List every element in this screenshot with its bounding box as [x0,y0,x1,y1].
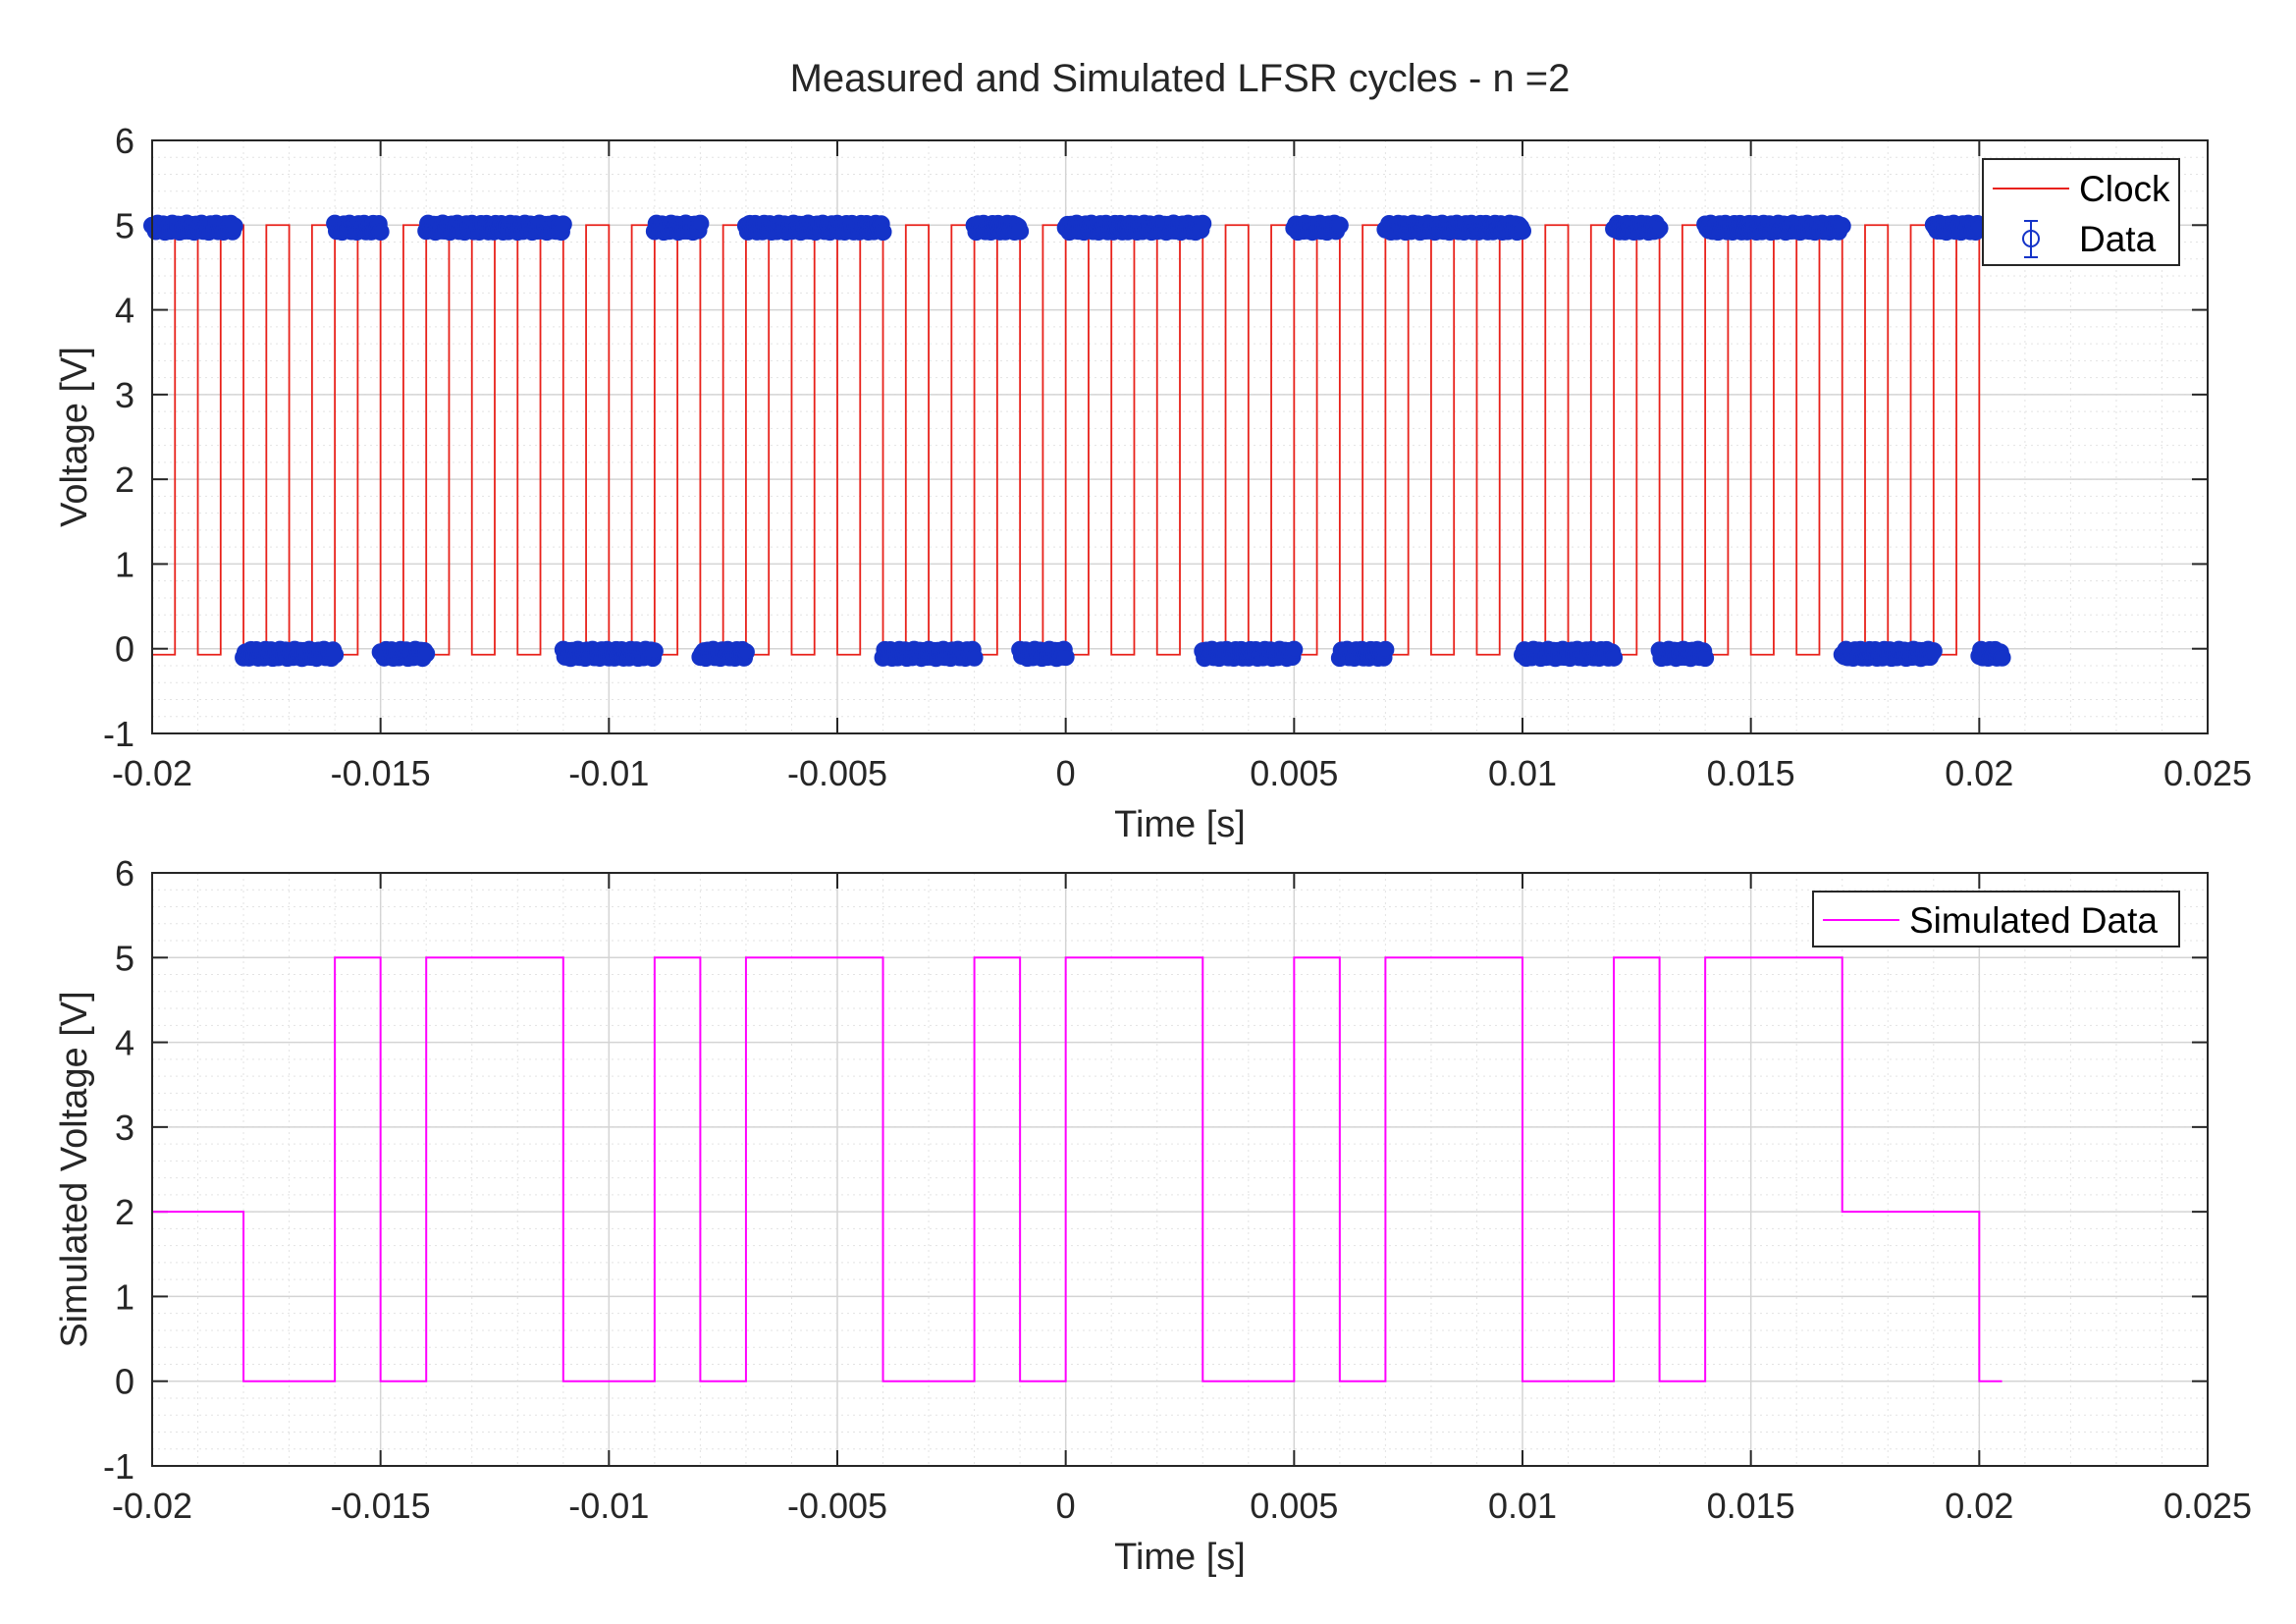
data-point [1924,642,1943,661]
data-point [1993,648,2011,667]
x-tick-label: -0.02 [112,1486,192,1526]
y-tick-labels-bottom: -1 0 1 2 3 4 5 6 [103,853,134,1487]
y-tick-label: -1 [103,1446,134,1487]
y-tick-label: 0 [115,629,134,670]
legend-top: Clock Data [1982,158,2180,266]
y-tick-label: 2 [115,1192,134,1232]
legend-bottom: Simulated Data [1812,891,2180,947]
y-tick-label: 1 [115,1276,134,1317]
data-point [225,217,243,236]
data-point [1285,640,1304,659]
x-tick-label: -0.01 [568,753,649,793]
data-point [874,223,892,242]
data-point [1011,222,1030,241]
x-tick-label: 0.01 [1488,753,1557,793]
y-tick-label: 6 [115,121,134,161]
x-tick-label: 0.015 [1707,753,1795,793]
axes-box-bottom [151,872,2209,1467]
y-axis-label-bottom: Simulated Voltage [V] [54,991,95,1347]
plot-area-bottom [152,873,2208,1466]
x-tick-label: 0.01 [1488,1486,1557,1526]
x-tick-label: 0.005 [1250,1486,1338,1526]
y-tick-label: 3 [115,1108,134,1148]
y-tick-label: 5 [115,938,134,978]
x-tick-label: 0.025 [2163,1486,2252,1526]
axes-box-top [151,139,2209,734]
data-point [1330,216,1349,235]
data-point [1514,222,1531,241]
data-point [554,215,572,234]
x-tick-label: 0.02 [1945,1486,2013,1526]
legend-data-swatch [2022,220,2040,258]
series-data [143,214,2011,668]
data-point [1605,648,1624,667]
x-tick-label: 0.005 [1250,753,1338,793]
data-point [1056,648,1075,667]
data-point [1194,214,1212,233]
y-tick-label: 4 [115,291,134,331]
y-axis-label-top: Voltage [V] [54,347,95,527]
chart-title: Measured and Simulated LFSR cycles - n =… [790,57,1571,100]
legend-box-top [1982,158,2180,266]
y-tick-label: -1 [103,714,134,754]
legend-data-label: Data [2079,219,2157,259]
data-point [1650,219,1669,238]
x-tick-labels-top: -0.02 -0.015 -0.01 -0.005 0 0.005 0.01 0.015 0.0… [112,753,2252,793]
x-axis-label-bottom: Time [s] [1114,1537,1246,1578]
data-point [965,648,984,667]
x-tick-label: 0.02 [1945,753,2013,793]
y-tick-label: 6 [115,853,134,893]
x-tick-label: -0.005 [787,753,887,793]
legend-clock-label: Clock [2079,169,2170,209]
data-point [326,645,345,664]
data-point [1376,640,1395,659]
y-tick-labels-top: -1 0 1 2 3 4 5 6 [103,121,134,754]
series-simulated-data [152,956,2002,1382]
x-tick-label: 0.015 [1707,1486,1795,1526]
x-tick-labels-bottom: -0.02 -0.015 -0.01 -0.005 0 0.005 0.01 0.015 0.0… [112,1486,2252,1526]
x-axis-label-top: Time [s] [1114,804,1246,845]
simulated-data-line [152,956,2002,1382]
simulated-panel: -0.02 -0.015 -0.01 -0.005 0 0.005 0.01 0.015 0.0… [54,853,2252,1578]
data-point [417,644,436,663]
data-point [1833,217,1851,236]
measured-panel: -0.02 -0.015 -0.01 -0.005 0 0.005 0.01 0.015 0.0… [54,121,2252,845]
y-tick-label: 1 [115,544,134,584]
x-tick-label: -0.02 [112,753,192,793]
y-tick-label: 4 [115,1023,134,1063]
x-tick-label: -0.015 [331,1486,431,1526]
x-tick-label: -0.01 [568,1486,649,1526]
data-point [371,222,390,241]
x-tick-label: -0.015 [331,753,431,793]
y-tick-label: 2 [115,460,134,500]
x-tick-label: 0 [1056,1486,1076,1526]
x-tick-label: 0 [1056,753,1076,793]
legend-simulated-label: Simulated Data [1909,900,2158,941]
x-tick-label: 0.025 [2163,753,2252,793]
y-tick-label: 3 [115,375,134,415]
data-point [736,643,755,662]
data-point [1696,649,1715,668]
y-tick-label: 5 [115,205,134,245]
data-point [645,642,664,661]
data-point [691,214,710,233]
x-tick-label: -0.005 [787,1486,887,1526]
y-tick-label: 0 [115,1362,134,1402]
